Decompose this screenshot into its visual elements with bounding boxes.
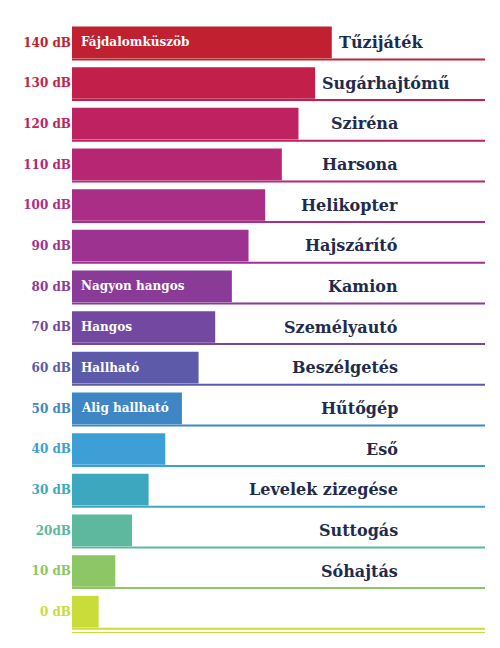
svg-text:Hallható: Hallható xyxy=(81,361,139,375)
svg-text:140 dB: 140 dB xyxy=(23,36,71,50)
svg-text:Sóhajtás: Sóhajtás xyxy=(321,562,398,581)
svg-text:Hűtőgép: Hűtőgép xyxy=(321,399,398,418)
svg-text:110 dB: 110 dB xyxy=(23,158,71,172)
svg-text:Eső: Eső xyxy=(366,440,398,459)
svg-text:10 dB: 10 dB xyxy=(32,564,71,578)
svg-text:90 dB: 90 dB xyxy=(32,239,71,253)
svg-text:Suttogás: Suttogás xyxy=(319,521,398,540)
svg-text:Hangos: Hangos xyxy=(81,320,132,334)
svg-text:30 dB: 30 dB xyxy=(32,483,71,497)
svg-text:0 dB: 0 dB xyxy=(40,605,71,619)
svg-text:Hajszárító: Hajszárító xyxy=(305,236,398,255)
svg-text:100 dB: 100 dB xyxy=(23,198,71,212)
svg-text:Sugárhajtómű: Sugárhajtómű xyxy=(322,74,450,93)
svg-text:Beszélgetés: Beszélgetés xyxy=(292,358,398,377)
svg-text:Tűzijáték: Tűzijáték xyxy=(339,33,423,52)
svg-text:Személyautó: Személyautó xyxy=(284,318,398,337)
svg-text:Nagyon hangos: Nagyon hangos xyxy=(81,279,185,293)
svg-text:60 dB: 60 dB xyxy=(32,361,71,375)
svg-text:40 dB: 40 dB xyxy=(32,442,71,456)
svg-text:Levelek zizegése: Levelek zizegése xyxy=(249,480,398,499)
svg-text:Sziréna: Sziréna xyxy=(331,114,398,133)
svg-text:120 dB: 120 dB xyxy=(23,117,71,131)
svg-text:130 dB: 130 dB xyxy=(23,76,71,90)
svg-text:Helikopter: Helikopter xyxy=(301,196,398,215)
svg-text:80 dB: 80 dB xyxy=(32,280,71,294)
svg-text:50 dB: 50 dB xyxy=(32,402,71,416)
svg-text:70 dB: 70 dB xyxy=(32,320,71,334)
svg-text:Fájdalomküszöb: Fájdalomküszöb xyxy=(81,35,189,49)
svg-text:Kamion: Kamion xyxy=(328,277,398,296)
svg-text:Harsona: Harsona xyxy=(322,155,398,174)
svg-text:20dB: 20dB xyxy=(36,524,71,538)
svg-text:Alig hallható: Alig hallható xyxy=(81,401,169,415)
